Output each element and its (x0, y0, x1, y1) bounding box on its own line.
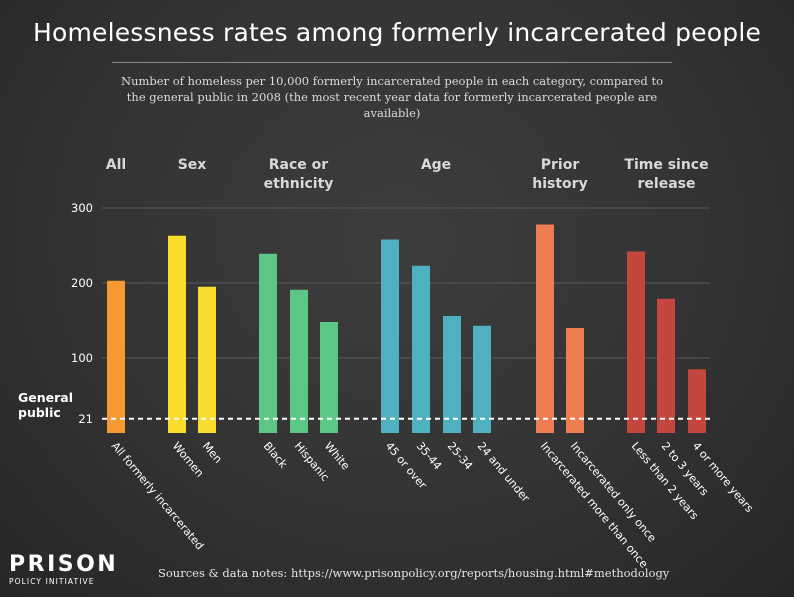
bar-less-than-2-years (627, 251, 645, 433)
title-divider (112, 62, 672, 63)
bar-35-44 (412, 265, 430, 433)
reference-label-line-2: public (18, 405, 61, 420)
reference-value-label: 21 (78, 412, 93, 426)
group-header-race-or-ethnicity-line-1: Race or (269, 157, 329, 173)
group-header-prior-history-line-2: history (532, 176, 587, 192)
bar-45-or-over (381, 239, 399, 433)
bar-all-formerly-incarcerated (107, 280, 125, 433)
category-label-24-and-under: 24 and under (475, 440, 533, 505)
prison-policy-initiative-logo: PRISON POLICY INITIATIVE (9, 554, 118, 588)
chart-subtitle: Number of homeless per 10,000 formerly i… (121, 74, 663, 120)
category-label-25-34: 25-34 (445, 440, 476, 473)
bar-men (198, 286, 216, 433)
y-tick-label-200: 200 (71, 276, 93, 290)
bar-hispanic (290, 289, 308, 433)
bar-women (168, 235, 186, 433)
category-label-women: Women (170, 440, 207, 480)
bar-incarcerated-more-than-once (536, 224, 554, 433)
bar-2-to-3-years (657, 298, 675, 433)
group-header-time-since-release-line-1: Time since (624, 157, 708, 173)
y-tick-label-100: 100 (71, 351, 93, 365)
category-label-men: Men (200, 440, 225, 466)
category-label-black: Black (261, 440, 290, 472)
bar-4-or-more-years (688, 369, 706, 433)
y-tick-label-300: 300 (71, 201, 93, 215)
bar-black (259, 253, 277, 433)
chart-title: Homelessness rates among formerly incarc… (32, 18, 762, 47)
group-header-time-since-release-line-2: release (638, 176, 696, 192)
reference-label-line-1: General (18, 390, 73, 405)
logo-sub-text: POLICY INITIATIVE (9, 577, 95, 586)
bar-white (320, 322, 338, 433)
bar-24-and-under (473, 325, 491, 433)
group-header-sex-line-1: Sex (178, 157, 207, 173)
bar-incarcerated-only-once (566, 328, 584, 433)
category-label-35-44: 35-44 (414, 440, 445, 473)
group-header-prior-history-line-1: Prior (541, 157, 580, 173)
logo-main-text: PRISON (9, 552, 119, 577)
group-header-age-line-1: Age (421, 157, 451, 173)
group-header-all-line-1: All (106, 157, 126, 173)
bar-25-34 (443, 316, 461, 433)
source-note: Sources & data notes: https://www.prison… (158, 566, 670, 580)
group-header-race-or-ethnicity-line-2: ethnicity (264, 176, 334, 192)
